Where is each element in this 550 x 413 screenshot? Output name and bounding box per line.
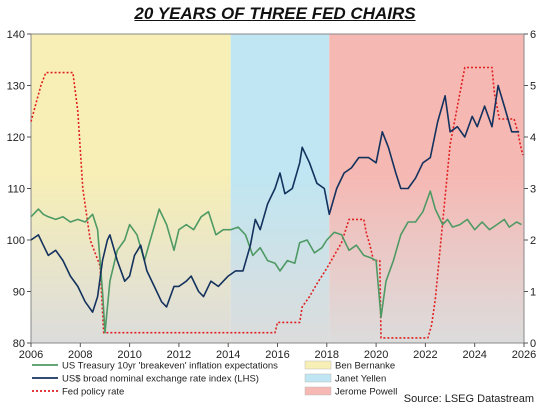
- y-left-tick-label: 80: [13, 338, 25, 350]
- regime-band-jerome-powell: [329, 34, 524, 343]
- chart-title: 20 YEARS OF THREE FED CHAIRS: [134, 4, 416, 23]
- y-left-tick-label: 100: [7, 235, 25, 247]
- x-tick-label: 2018: [315, 349, 339, 361]
- y-right-tick-label: 6: [530, 29, 536, 41]
- legend-swatch: [304, 386, 332, 396]
- x-tick-label: 2016: [265, 349, 289, 361]
- y-left-tick-label: 120: [7, 132, 25, 144]
- x-tick-label: 2006: [19, 349, 43, 361]
- x-tick-label: 2010: [117, 349, 141, 361]
- y-left-tick-label: 90: [13, 287, 25, 299]
- legend-label: Fed policy rate: [62, 387, 124, 398]
- y-right-tick-label: 5: [530, 81, 536, 93]
- regime-band-ben-bernanke: [31, 34, 231, 343]
- series-line-breakeven-inflation: [30, 190, 522, 334]
- legend-label: Ben Bernanke: [335, 361, 395, 372]
- legend-swatch: [304, 360, 332, 370]
- x-tick-label: 2024: [462, 349, 486, 361]
- legend-label: US Treasury 10yr 'breakeven' inflation e…: [62, 361, 278, 372]
- legend-label: Janet Yellen: [335, 374, 386, 385]
- y-right-tick-label: 2: [530, 235, 536, 247]
- y-right-tick-label: 1: [530, 287, 536, 299]
- y-left-tick-label: 140: [7, 29, 25, 41]
- x-tick-label: 2026: [512, 349, 536, 361]
- y-left-tick-label: 130: [7, 81, 25, 93]
- x-tick-label: 2014: [216, 349, 240, 361]
- series-line-fed-policy-rate: [30, 66, 524, 339]
- y-left-tick-label: 110: [7, 184, 25, 196]
- y-right-tick-label: 0: [530, 338, 536, 350]
- series-line-dollar-index: [30, 84, 520, 313]
- x-tick-label: 2008: [68, 349, 92, 361]
- x-tick-label: 2012: [167, 349, 191, 361]
- y-right-tick-label: 3: [530, 184, 536, 196]
- legend-label: Jerome Powell: [335, 387, 397, 398]
- regime-band-janet-yellen: [230, 34, 330, 343]
- x-tick-label: 2022: [413, 349, 437, 361]
- x-tick-label: 2020: [364, 349, 388, 361]
- y-right-tick-label: 4: [530, 132, 536, 144]
- legend-swatch: [304, 373, 332, 383]
- legend-label: US$ broad nominal exchange rate index (L…: [62, 374, 259, 385]
- chart-source: Source: LSEG Datastream: [403, 393, 534, 405]
